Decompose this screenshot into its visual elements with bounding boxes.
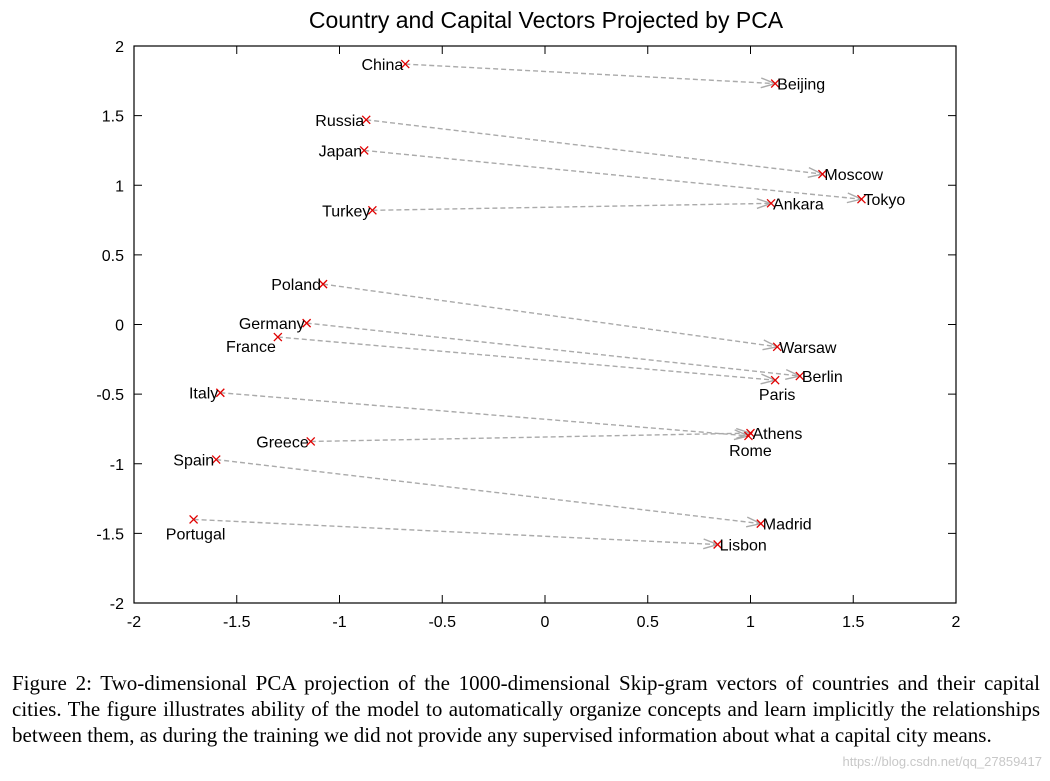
point-label-japan: Japan [319, 143, 363, 160]
arrow-spain-madrid [216, 458, 761, 525]
arrow-italy-rome [220, 392, 749, 437]
point-greece [306, 437, 316, 446]
arrow-france-paris [277, 336, 776, 381]
point-label-italy: Italy [189, 386, 218, 403]
y-tick-label: -0.5 [96, 387, 124, 404]
point-label-beijing: Beijing [777, 77, 825, 94]
arrow-germany-berlin [306, 322, 800, 377]
x-tick-label: 1 [746, 614, 755, 631]
y-tick-label: 0.5 [102, 248, 124, 265]
point-label-greece: Greece [256, 434, 309, 451]
point-label-tokyo: Tokyo [863, 192, 905, 209]
pca-chart: Country and Capital Vectors Projected by… [96, 7, 961, 631]
y-tick-label: -1.5 [96, 526, 124, 543]
point-label-athens: Athens [753, 426, 803, 443]
point-label-rome: Rome [729, 443, 772, 460]
point-ankara [766, 198, 776, 208]
x-tick-label: -0.5 [428, 614, 456, 631]
arrow-portugal-lisbon [193, 518, 718, 546]
x-tick-label: 2 [952, 614, 961, 631]
y-tick-label: -2 [110, 596, 124, 613]
point-label-madrid: Madrid [763, 517, 812, 534]
point-moscow [817, 169, 827, 179]
point-label-lisbon: Lisbon [720, 538, 767, 555]
caption-prefix: Figure 2: [12, 671, 92, 695]
point-china [400, 59, 410, 69]
caption-text: Two-dimensional PCA projection of the 10… [12, 671, 1040, 747]
point-poland [318, 279, 328, 289]
point-france [273, 332, 283, 342]
y-tick-label: 0 [115, 318, 124, 335]
arrow-poland-warsaw [322, 283, 778, 348]
point-lisbon [713, 540, 723, 549]
point-italy [215, 388, 225, 398]
point-madrid [756, 519, 766, 529]
x-tick-label: 0.5 [637, 614, 659, 631]
point-berlin [795, 371, 805, 381]
point-portugal [189, 514, 199, 524]
point-label-france: France [226, 339, 276, 356]
point-spain [211, 455, 221, 465]
point-label-berlin: Berlin [802, 369, 843, 386]
figure-caption: Figure 2: Two-dimensional PCA projection… [12, 670, 1040, 748]
arrow-japan-tokyo [364, 149, 862, 200]
y-tick-label: 1.5 [102, 109, 124, 126]
point-japan [359, 145, 369, 155]
point-label-russia: Russia [315, 113, 364, 130]
point-label-china: China [361, 57, 403, 74]
point-warsaw [772, 342, 782, 352]
point-label-paris: Paris [759, 387, 795, 404]
point-label-portugal: Portugal [166, 526, 226, 543]
arrow-china-beijing [405, 63, 776, 85]
point-rome [743, 431, 753, 441]
point-label-poland: Poland [271, 277, 321, 294]
y-tick-label: 2 [115, 39, 124, 56]
x-tick-label: -1 [332, 614, 346, 631]
point-label-moscow: Moscow [824, 167, 883, 184]
watermark: https://blog.csdn.net/qq_27859417 [842, 754, 1043, 769]
point-germany [302, 318, 312, 328]
y-tick-label: 1 [115, 178, 124, 195]
point-label-warsaw: Warsaw [779, 340, 837, 357]
point-tokyo [857, 194, 866, 204]
x-tick-label: 1.5 [842, 614, 864, 631]
arrow-russia-moscow [366, 119, 823, 175]
point-label-ankara: Ankara [773, 196, 824, 213]
arrow-turkey-ankara [372, 202, 772, 212]
point-label-turkey: Turkey [322, 203, 370, 220]
point-paris [770, 375, 780, 385]
chart-title: Country and Capital Vectors Projected by… [309, 7, 784, 33]
point-russia [361, 115, 371, 125]
x-tick-label: 0 [541, 614, 550, 631]
point-turkey [367, 205, 377, 215]
point-beijing [770, 79, 780, 89]
x-tick-label: -1.5 [223, 614, 251, 631]
x-tick-label: -2 [127, 614, 141, 631]
y-tick-label: -1 [110, 457, 124, 474]
point-label-spain: Spain [173, 453, 214, 470]
arrow-greece-athens [310, 432, 751, 443]
point-label-germany: Germany [239, 316, 305, 333]
